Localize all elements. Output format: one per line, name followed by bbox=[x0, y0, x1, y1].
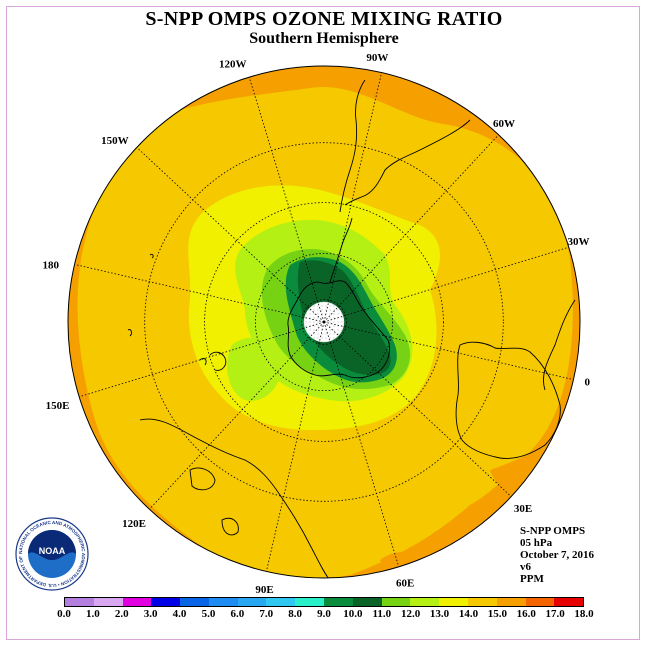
colorbar-label: 1.0 bbox=[86, 608, 100, 620]
colorbar-label: 0.0 bbox=[57, 608, 71, 620]
info-units: PPM bbox=[520, 573, 544, 585]
longitude-label: 60W bbox=[493, 118, 515, 130]
island-coastline bbox=[127, 329, 132, 337]
tasmania-coastline bbox=[554, 456, 567, 469]
colorbar-label: 13.0 bbox=[429, 608, 450, 620]
longitude-label: 30E bbox=[514, 503, 532, 515]
info-satellite: S-NPP OMPS bbox=[520, 525, 586, 537]
colorbar-swatch bbox=[525, 598, 555, 606]
antarctic-peninsula-coastline bbox=[329, 217, 353, 283]
longitude-label: 60E bbox=[396, 578, 414, 590]
noaa-logo: NATIONAL OCEANIC AND ATMOSPHERIC ADMINIS… bbox=[14, 516, 89, 591]
ozone-patch-11-12 bbox=[227, 337, 281, 401]
colorbar-swatch bbox=[324, 598, 353, 606]
noaa-logo-text: NOAA bbox=[39, 546, 66, 556]
colorbar-labels: 0.0 1.0 2.0 3.0 4.0 5.0 6.0 7.0 8.0 9.0 10.0 11.0 12… bbox=[0, 608, 648, 622]
info-level: 05 hPa bbox=[520, 537, 553, 549]
island-coastline bbox=[189, 467, 216, 491]
meridian-line bbox=[136, 147, 325, 323]
meridian-line bbox=[323, 321, 512, 497]
map-title: S-NPP OMPS OZONE MIXING RATIO bbox=[145, 8, 503, 30]
ozone-field bbox=[68, 66, 580, 578]
meridian-line bbox=[323, 321, 400, 567]
colorbar-label: 15.0 bbox=[487, 608, 507, 620]
colorbar-label: 3.0 bbox=[143, 608, 158, 620]
latitude-circle bbox=[204, 202, 444, 442]
meridian-line bbox=[323, 134, 499, 323]
map-subtitle: Southern Hemisphere bbox=[249, 30, 399, 47]
australia-coastline bbox=[455, 341, 561, 459]
latitude-circle bbox=[144, 142, 504, 502]
meridian-line bbox=[266, 321, 325, 572]
colorbar-swatch bbox=[237, 598, 267, 606]
longitude-label: 30W bbox=[568, 236, 590, 248]
longitude-labels: 90W 60W 30W 0 30E 60E 90E 120E 150E 180 150W 120W bbox=[43, 52, 591, 596]
colorbar-label: 12.0 bbox=[401, 608, 421, 620]
colorbar-swatch bbox=[65, 598, 94, 606]
longitude-label: 180 bbox=[43, 260, 60, 272]
colorbar-swatch bbox=[554, 598, 584, 606]
colorbar-label: 6.0 bbox=[230, 608, 245, 620]
longitude-label: 120W bbox=[219, 59, 247, 71]
colorbar-label: 17.0 bbox=[545, 608, 565, 620]
meridian-line bbox=[323, 246, 569, 323]
asia-coastline bbox=[139, 418, 331, 578]
colorbar-swatch bbox=[122, 598, 152, 606]
latitude-circle bbox=[301, 299, 347, 345]
south-america-coastline bbox=[339, 79, 471, 213]
new-zealand-coastline bbox=[199, 351, 227, 371]
longitude-label: 90W bbox=[366, 52, 388, 64]
colorbar-swatch bbox=[496, 598, 526, 606]
colorbar-label: 5.0 bbox=[201, 608, 216, 620]
colorbar-label: 11.0 bbox=[372, 608, 392, 620]
ozone-band-8-9 bbox=[297, 260, 391, 375]
colorbar bbox=[64, 597, 584, 607]
colorbar-label: 10.0 bbox=[343, 608, 363, 620]
meridian-line bbox=[323, 72, 382, 323]
colorbar-label: 14.0 bbox=[458, 608, 479, 620]
info-date: October 7, 2016 bbox=[520, 549, 595, 561]
colorbar-swatch bbox=[93, 598, 123, 606]
colorbar-label: 8.0 bbox=[288, 608, 302, 620]
map-boundary bbox=[67, 65, 581, 579]
longitude-label: 150E bbox=[46, 400, 70, 412]
graticule bbox=[74, 72, 574, 572]
meridian-line bbox=[79, 321, 325, 398]
colorbar-swatch bbox=[295, 598, 325, 606]
colorbar-swatch bbox=[352, 598, 382, 606]
plot-frame bbox=[6, 6, 640, 640]
latitude-circle bbox=[254, 252, 393, 391]
info-version: v6 bbox=[520, 561, 531, 573]
longitude-label: 0 bbox=[584, 376, 590, 388]
island-coastline bbox=[149, 253, 154, 259]
colorbar-swatch bbox=[381, 598, 411, 606]
longitude-label: 150W bbox=[101, 135, 129, 147]
colorbar-swatch bbox=[439, 598, 468, 606]
colorbar-swatch bbox=[467, 598, 497, 606]
colorbar-label: 4.0 bbox=[172, 608, 187, 620]
coastlines bbox=[127, 79, 576, 578]
colorbar-label: 9.0 bbox=[317, 608, 331, 620]
info-block: S-NPP OMPS 05 hPa October 7, 2016 v6 PPM bbox=[520, 525, 594, 585]
colorbar-label: 16.0 bbox=[516, 608, 536, 620]
longitude-label: 90E bbox=[255, 584, 273, 596]
colorbar-swatch bbox=[266, 598, 296, 606]
colorbar-label: 2.0 bbox=[114, 608, 129, 620]
colorbar-label: 18.0 bbox=[574, 608, 594, 620]
colorbar-swatch bbox=[180, 598, 209, 606]
meridian-line bbox=[149, 321, 325, 510]
colorbar-label: 7.0 bbox=[259, 608, 274, 620]
colorbar-swatch bbox=[208, 598, 238, 606]
longitude-label: 120E bbox=[122, 518, 146, 530]
meridian-line bbox=[74, 264, 325, 323]
colorbar-swatch bbox=[410, 598, 440, 606]
colorbar-swatch bbox=[151, 598, 181, 606]
meridian-line bbox=[248, 77, 325, 323]
island-coastline bbox=[221, 517, 239, 536]
africa-coastline bbox=[543, 299, 576, 391]
meridian-line bbox=[323, 321, 574, 380]
